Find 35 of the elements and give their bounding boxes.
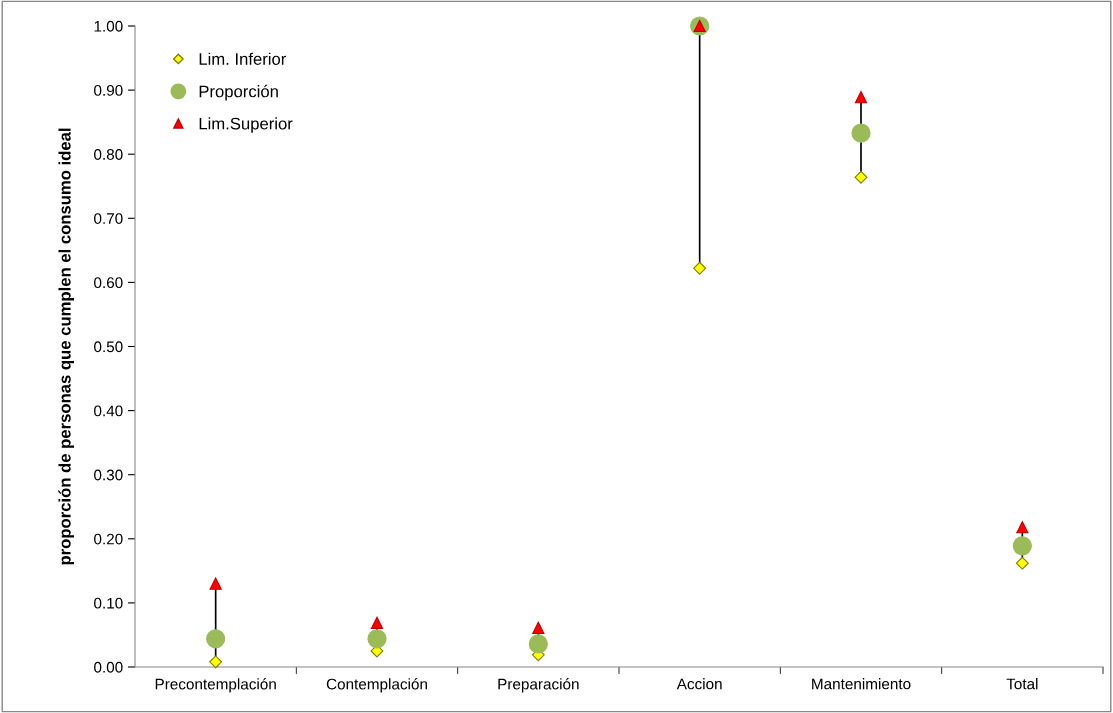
legend-label: Lim.Superior	[199, 117, 293, 133]
x-tick-label: Contemplación	[326, 678, 427, 693]
legend-label: Lim. Inferior	[199, 52, 287, 65]
point	[209, 577, 222, 590]
y-tick-label: 0.10	[94, 597, 123, 609]
point	[206, 629, 226, 649]
y-tick-label: 1.00	[94, 20, 123, 32]
y-tick-label: 0.40	[94, 405, 123, 417]
legend-label: Proporción	[199, 84, 278, 101]
y-tick-label: 0.00	[94, 661, 123, 673]
point	[1016, 521, 1029, 534]
y-tick-label: 0.70	[94, 213, 123, 224]
point	[367, 629, 387, 649]
point	[528, 634, 548, 654]
point	[1012, 536, 1032, 556]
point	[851, 123, 871, 143]
point	[1015, 556, 1029, 570]
y-tick-label: 0.20	[94, 533, 123, 545]
x-tick-label: Accion	[676, 678, 722, 690]
point	[532, 621, 545, 635]
x-tick-label: Total	[1006, 678, 1038, 690]
y-tick-label: 0.50	[94, 341, 123, 353]
point	[370, 616, 384, 629]
x-tick-label: Precontemplación	[155, 678, 276, 693]
point	[854, 91, 868, 104]
x-tick-label: Mantenimiento	[812, 678, 911, 690]
y-tick-label: 0.30	[94, 469, 123, 481]
y-tick-label: 0.90	[94, 84, 123, 96]
point	[854, 170, 868, 184]
y-tick-label: 0.60	[94, 277, 123, 289]
y-tick-label: 0.80	[94, 149, 123, 160]
point	[693, 261, 707, 275]
y-axis-title: proporción de personas que cumplen el consumo ideal	[58, 128, 75, 565]
x-tick-label: Preparación	[498, 678, 579, 693]
point	[209, 655, 223, 669]
